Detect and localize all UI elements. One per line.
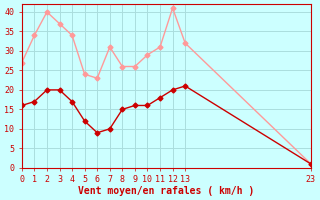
X-axis label: Vent moyen/en rafales ( km/h ): Vent moyen/en rafales ( km/h ) xyxy=(78,186,254,196)
